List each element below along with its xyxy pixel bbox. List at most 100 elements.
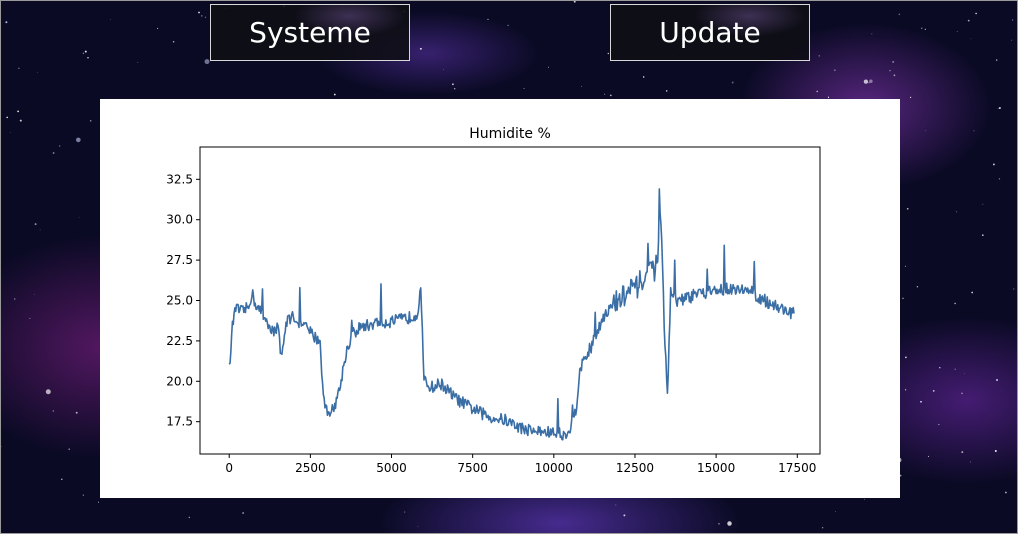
- star: [642, 76, 645, 78]
- update-button[interactable]: Update: [610, 4, 810, 61]
- humidity-chart: Humidite % 0 2500 5000 7500 10000 12500 15000 1…: [166, 126, 821, 475]
- humidity-chart-panel: Humidite % 0 2500 5000 7500 10000 12500 15000 1…: [100, 99, 900, 498]
- star: [454, 88, 456, 90]
- star: [59, 145, 61, 147]
- star: [97, 501, 100, 503]
- x-tick-label: 12500: [616, 461, 654, 475]
- star: [835, 511, 836, 512]
- star: [39, 229, 41, 231]
- star: [956, 31, 958, 32]
- star: [581, 85, 582, 87]
- star: [82, 52, 85, 54]
- star: [973, 130, 975, 132]
- star: [523, 87, 525, 89]
- star: [898, 13, 901, 16]
- x-tick-label: 17500: [778, 461, 816, 475]
- star: [157, 27, 159, 29]
- star: [68, 448, 70, 450]
- star: [87, 56, 89, 59]
- star: [82, 494, 84, 496]
- star: [982, 234, 984, 236]
- star: [52, 152, 55, 154]
- star: [834, 69, 836, 71]
- star: [110, 19, 111, 20]
- star: [961, 451, 964, 454]
- star: [863, 79, 869, 84]
- star: [61, 478, 63, 480]
- plot-line-layer: [228, 188, 795, 441]
- y-tick-label: 22.5: [166, 334, 193, 348]
- star: [137, 62, 139, 63]
- star: [970, 38, 972, 40]
- star: [920, 400, 922, 403]
- star: [75, 411, 78, 414]
- x-axis: 0 2500 5000 7500 10000 12500 15000 17500: [225, 454, 816, 475]
- star: [172, 40, 175, 43]
- y-tick-label: 30.0: [166, 213, 193, 227]
- star: [906, 207, 909, 210]
- star: [975, 12, 977, 15]
- plot-area-frame: [199, 146, 821, 455]
- star: [198, 11, 200, 14]
- star: [37, 72, 39, 73]
- star: [902, 297, 904, 300]
- star: [892, 60, 895, 63]
- star: [1005, 491, 1007, 494]
- x-tick-label: 10000: [535, 461, 573, 475]
- star: [992, 163, 995, 166]
- y-tick-label: 32.5: [166, 172, 193, 186]
- y-tick-label: 20.0: [166, 374, 193, 388]
- humidity-series-line: [228, 188, 795, 441]
- x-tick-label: 5000: [376, 461, 407, 475]
- star: [904, 389, 907, 391]
- star: [1, 445, 2, 447]
- star: [45, 389, 51, 395]
- x-tick-label: 15000: [697, 461, 735, 475]
- star: [6, 116, 8, 119]
- star: [893, 74, 896, 77]
- star: [905, 356, 907, 359]
- star: [1013, 288, 1015, 290]
- star: [904, 265, 906, 267]
- star: [573, 0, 576, 3]
- star: [994, 450, 997, 452]
- x-tick-label: 7500: [457, 461, 488, 475]
- star: [924, 28, 926, 30]
- star: [996, 59, 998, 61]
- star: [609, 94, 612, 97]
- star: [718, 523, 720, 525]
- star: [967, 19, 970, 22]
- star: [1012, 19, 1014, 21]
- star: [0, 491, 1, 493]
- star: [971, 291, 974, 294]
- star: [417, 525, 419, 527]
- y-tick-label: 25.0: [166, 294, 193, 308]
- star: [18, 67, 20, 70]
- star: [29, 317, 31, 319]
- star: [731, 81, 734, 84]
- y-tick-label: 17.5: [166, 415, 193, 429]
- star: [188, 516, 190, 519]
- star: [956, 211, 957, 213]
- star: [89, 120, 92, 122]
- star: [607, 52, 610, 55]
- star: [998, 178, 1001, 180]
- star: [871, 33, 873, 35]
- star: [615, 504, 617, 506]
- star: [909, 96, 912, 99]
- systeme-button[interactable]: Systeme: [210, 4, 410, 61]
- star: [443, 69, 444, 70]
- star: [10, 132, 11, 133]
- star: [204, 59, 210, 65]
- star: [932, 390, 935, 392]
- star: [623, 514, 626, 517]
- star: [473, 0, 475, 1]
- star: [939, 367, 941, 369]
- star: [78, 216, 80, 218]
- star: [869, 79, 873, 84]
- star: [75, 137, 81, 143]
- star: [924, 130, 926, 131]
- star: [242, 512, 244, 514]
- x-tick-label: 0: [225, 461, 233, 475]
- star: [954, 302, 956, 305]
